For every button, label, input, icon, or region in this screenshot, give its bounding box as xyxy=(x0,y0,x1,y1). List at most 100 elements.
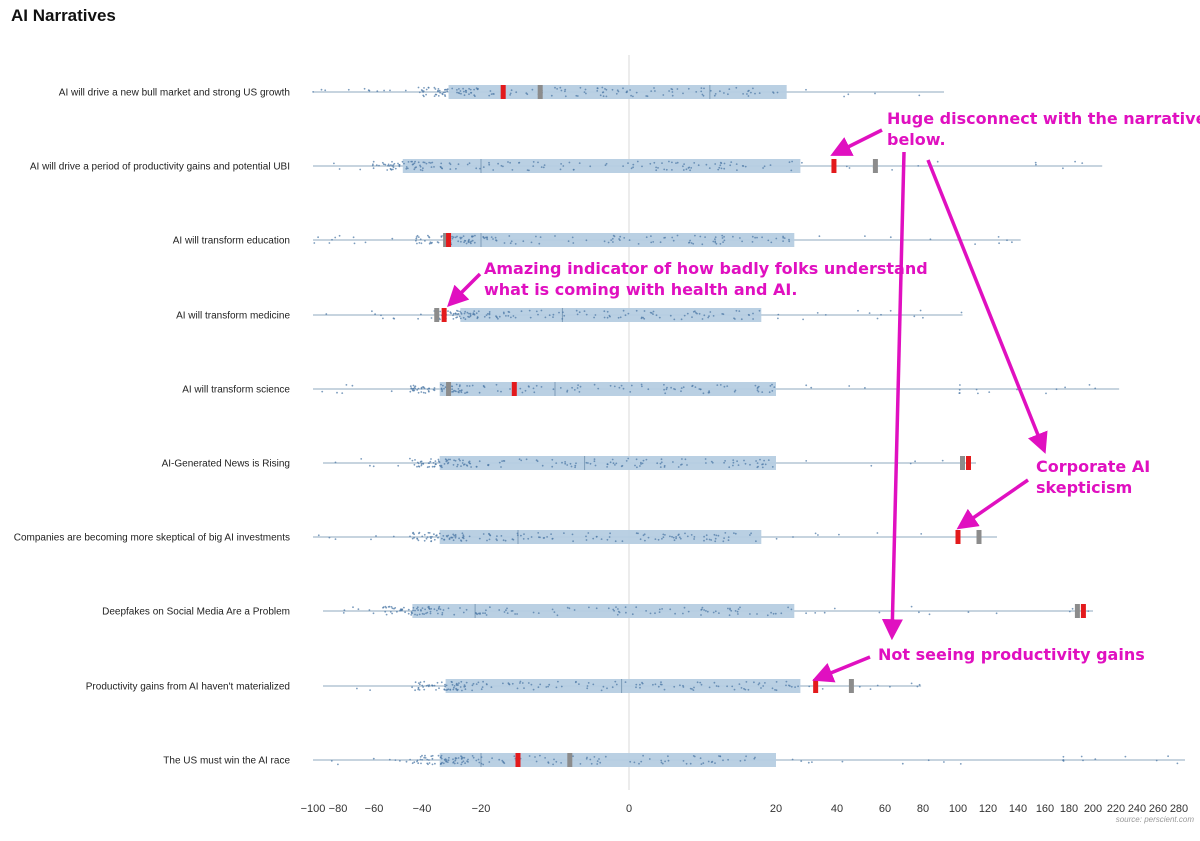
observation-dot xyxy=(587,462,589,464)
observation-dot xyxy=(723,167,726,170)
observation-dot xyxy=(729,164,732,167)
observation-dot xyxy=(654,538,657,540)
observation-dot xyxy=(662,94,665,96)
observation-dot xyxy=(441,92,444,95)
observation-dot xyxy=(619,235,622,238)
observation-dot xyxy=(497,317,499,320)
observation-dot xyxy=(421,684,424,687)
observation-dot xyxy=(652,241,655,243)
observation-dot xyxy=(509,388,511,390)
observation-dot xyxy=(782,240,784,243)
narrative-row: AI will drive a new bull market and stro… xyxy=(59,85,944,99)
observation-dot xyxy=(372,163,374,166)
observation-dot xyxy=(571,386,573,389)
observation-dot xyxy=(659,462,662,465)
observation-dot xyxy=(715,534,718,537)
observation-dot xyxy=(723,92,725,94)
observation-dot xyxy=(533,391,536,394)
observation-dot xyxy=(490,686,493,688)
observation-dot xyxy=(607,241,610,244)
observation-dot xyxy=(500,535,503,537)
arrow-to-productivity-ubi xyxy=(830,128,883,156)
observation-dot xyxy=(462,534,465,537)
observation-dot xyxy=(654,90,656,92)
observation-dot xyxy=(635,686,637,689)
observation-dot xyxy=(370,538,372,541)
previous-marker xyxy=(976,530,982,544)
observation-dot xyxy=(958,392,961,394)
observation-dot xyxy=(708,167,711,170)
observation-dot xyxy=(482,680,484,683)
observation-dot xyxy=(372,167,375,170)
observation-dot xyxy=(755,540,757,543)
observation-dot xyxy=(530,683,533,686)
observation-dot xyxy=(521,682,524,684)
observation-dot xyxy=(676,234,679,237)
observation-dot xyxy=(422,90,425,92)
observation-dot xyxy=(420,242,423,245)
observation-dot xyxy=(409,385,412,388)
observation-dot xyxy=(445,88,448,91)
observation-dot xyxy=(462,611,465,614)
observation-dot xyxy=(417,387,420,390)
observation-dot xyxy=(489,534,492,537)
observation-dot xyxy=(451,683,454,686)
observation-dot xyxy=(403,162,405,165)
observation-dot xyxy=(444,94,446,96)
observation-dot xyxy=(535,235,537,238)
observation-dot xyxy=(678,536,681,539)
observation-dot xyxy=(356,687,358,690)
observation-dot xyxy=(431,241,433,244)
observation-dot xyxy=(398,165,401,168)
x-tick-label: 240 xyxy=(1128,803,1146,815)
observation-dot xyxy=(1124,755,1127,758)
observation-dot xyxy=(749,463,751,466)
observation-dot xyxy=(407,612,410,615)
annotation-line: Not seeing productivity gains xyxy=(878,645,1145,664)
observation-dot xyxy=(392,166,395,169)
observation-dot xyxy=(737,464,740,466)
observation-dot xyxy=(917,165,920,167)
observation-dot xyxy=(455,316,458,319)
observation-dot xyxy=(714,610,717,613)
observation-dot xyxy=(537,532,540,534)
observation-dot xyxy=(413,463,416,466)
observation-dot xyxy=(460,92,462,95)
observation-dot xyxy=(716,384,719,386)
observation-dot xyxy=(414,387,416,390)
observation-dot xyxy=(702,94,705,97)
observation-dot xyxy=(458,385,461,388)
observation-dot xyxy=(479,613,481,615)
observation-dot xyxy=(418,465,421,468)
observation-dot xyxy=(551,538,554,540)
observation-dot xyxy=(920,533,923,535)
observation-dot xyxy=(1062,167,1064,170)
observation-dot xyxy=(746,93,748,95)
observation-dot xyxy=(660,761,663,764)
observation-dot xyxy=(717,534,720,537)
observation-dot xyxy=(889,309,892,312)
observation-dot xyxy=(333,162,335,165)
observation-dot xyxy=(705,610,707,612)
observation-dot xyxy=(557,680,559,683)
observation-dot xyxy=(663,688,666,691)
observation-dot xyxy=(442,535,445,537)
observation-dot xyxy=(544,316,547,319)
observation-dot xyxy=(471,684,474,687)
observation-dot xyxy=(488,538,491,541)
observation-dot xyxy=(587,532,590,534)
observation-dot xyxy=(754,756,756,759)
observation-dot xyxy=(790,685,793,688)
observation-dot xyxy=(440,756,442,759)
observation-dot xyxy=(604,755,607,758)
observation-dot xyxy=(535,310,538,313)
iqr-box xyxy=(412,604,795,618)
observation-dot xyxy=(427,684,429,687)
observation-dot xyxy=(718,612,720,614)
observation-dot xyxy=(465,464,468,467)
observation-dot xyxy=(420,313,422,316)
observation-dot xyxy=(967,611,970,613)
observation-dot xyxy=(579,385,582,388)
observation-dot xyxy=(411,459,414,462)
observation-dot xyxy=(449,458,451,461)
